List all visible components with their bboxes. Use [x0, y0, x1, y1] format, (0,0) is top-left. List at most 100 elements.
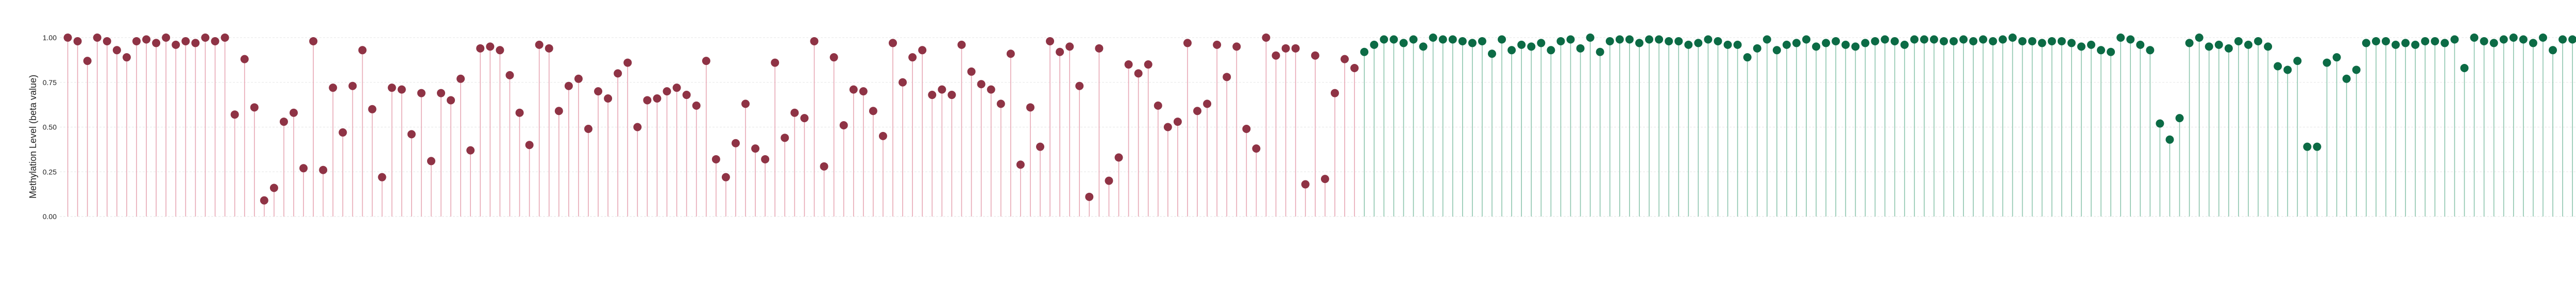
- lollipop-dot: [1213, 40, 1222, 49]
- lollipop-dot: [1056, 47, 1064, 56]
- lollipop-dot: [437, 89, 446, 97]
- lollipop-dot: [1301, 180, 1310, 189]
- y-tick-label: 0.00: [43, 212, 57, 221]
- lollipop-dot: [2087, 40, 2095, 49]
- lollipop-dot: [947, 91, 956, 99]
- y-tick-label: 0.25: [43, 168, 57, 176]
- lollipop-dot: [564, 81, 573, 90]
- lollipop-dot: [427, 157, 435, 165]
- lollipop-dot: [1252, 144, 1261, 153]
- lollipop-dot: [2097, 46, 2106, 55]
- lollipop-dot: [702, 57, 710, 65]
- lollipop-dot: [2185, 39, 2194, 47]
- lollipop-dot: [2175, 114, 2184, 123]
- lollipop-dot: [2146, 46, 2155, 55]
- lollipop-dot: [290, 108, 298, 117]
- lollipop-dot: [1586, 34, 1595, 42]
- lollipop-dot: [329, 84, 337, 92]
- lollipop-dot: [2480, 37, 2488, 45]
- lollipop-dot: [1969, 37, 1978, 45]
- lollipop-dot: [2038, 39, 2046, 47]
- lollipop-dot: [1625, 35, 1634, 44]
- lollipop-dot: [191, 39, 200, 47]
- lollipop-dot: [1851, 42, 1860, 51]
- lollipop-dot: [73, 37, 82, 45]
- lollipop-dot: [1016, 160, 1025, 169]
- lollipop-dot: [1095, 44, 1104, 53]
- lollipop-dot: [2107, 47, 2115, 56]
- lollipop-dots: [63, 34, 2576, 205]
- lollipop-dot: [397, 85, 406, 94]
- lollipop-dot: [623, 58, 632, 67]
- lollipop-dot: [378, 173, 386, 181]
- lollipop-dot: [1871, 37, 1879, 45]
- lollipop-dot: [1448, 35, 1457, 44]
- lollipop-dot: [977, 80, 986, 89]
- lollipop-dot: [711, 155, 720, 163]
- lollipop-dot: [535, 40, 544, 49]
- lollipop-dot: [1576, 44, 1585, 53]
- lollipop-dot: [211, 37, 219, 45]
- lollipop-dot: [820, 162, 828, 171]
- lollipop-dot: [1547, 46, 1555, 55]
- lollipop-dot: [1281, 44, 1290, 53]
- lollipop-dot: [849, 85, 858, 94]
- lollipop-dot: [525, 141, 534, 150]
- lollipop-dot: [2519, 35, 2528, 44]
- lollipop-dot: [2283, 65, 2292, 74]
- lollipop-dot: [928, 91, 937, 99]
- lollipop-dot: [604, 94, 613, 103]
- lollipop-dot: [1959, 35, 1968, 44]
- lollipop-dot: [1989, 37, 1997, 45]
- lollipop-dot: [790, 108, 799, 117]
- lollipop-dot: [1242, 124, 1251, 133]
- lollipop-dot: [1006, 49, 1015, 58]
- lollipop-dot: [2441, 39, 2449, 47]
- lollipop-dot: [162, 34, 171, 42]
- lollipop-dot: [1743, 53, 1752, 62]
- lollipop-dot: [368, 105, 377, 113]
- lollipop-dot: [987, 85, 995, 94]
- lollipop-dot: [221, 34, 229, 42]
- lollipop-dot: [1399, 39, 1408, 47]
- lollipop-dot: [1320, 175, 1329, 184]
- lollipop-dot: [309, 37, 318, 45]
- lollipop-dot: [781, 134, 789, 142]
- lollipop-dot: [584, 124, 592, 133]
- lollipop-dot: [515, 108, 524, 117]
- lollipop-dot: [1065, 42, 1074, 51]
- lollipop-dot: [1311, 51, 1319, 60]
- lollipop-dot: [672, 84, 681, 92]
- lollipop-dot: [505, 71, 514, 79]
- lollipop-dot: [1105, 176, 1113, 185]
- lollipop-dot: [1134, 69, 1143, 78]
- lollipop-dot: [574, 74, 583, 83]
- lollipop-dot: [2293, 57, 2302, 65]
- lollipop-dot: [1645, 35, 1654, 44]
- lollipop-dot: [2165, 135, 2174, 144]
- lollipop-dot: [2057, 37, 2066, 45]
- lollipop-dot: [2332, 53, 2341, 62]
- lollipop-dot: [2008, 34, 2017, 42]
- lollipop-dot: [1900, 40, 1909, 49]
- lollipop-dot: [1704, 35, 1713, 44]
- lollipop-dot: [1291, 44, 1300, 53]
- lollipop-dot: [2028, 37, 2037, 45]
- lollipop-dot: [1478, 37, 1486, 45]
- lollipop-dot: [1782, 40, 1791, 49]
- lollipop-dot: [1085, 192, 1094, 201]
- lollipop-dot: [554, 107, 563, 115]
- lollipop-dot: [152, 39, 161, 47]
- lollipop-dot: [1556, 37, 1565, 45]
- y-tick-label: 0.50: [43, 123, 57, 131]
- lollipop-dot: [2538, 34, 2547, 42]
- lollipop-dot: [1890, 37, 1899, 45]
- lollipop-dot: [1861, 39, 1870, 47]
- lollipop-dot: [2450, 35, 2459, 44]
- lollipop-dot: [643, 96, 652, 105]
- lollipop-dot: [230, 110, 239, 119]
- lollipop-dot: [103, 37, 111, 45]
- lollipop-dot: [1537, 39, 1546, 47]
- lollipop-dot: [2529, 39, 2537, 47]
- lollipop-dot: [2362, 39, 2370, 47]
